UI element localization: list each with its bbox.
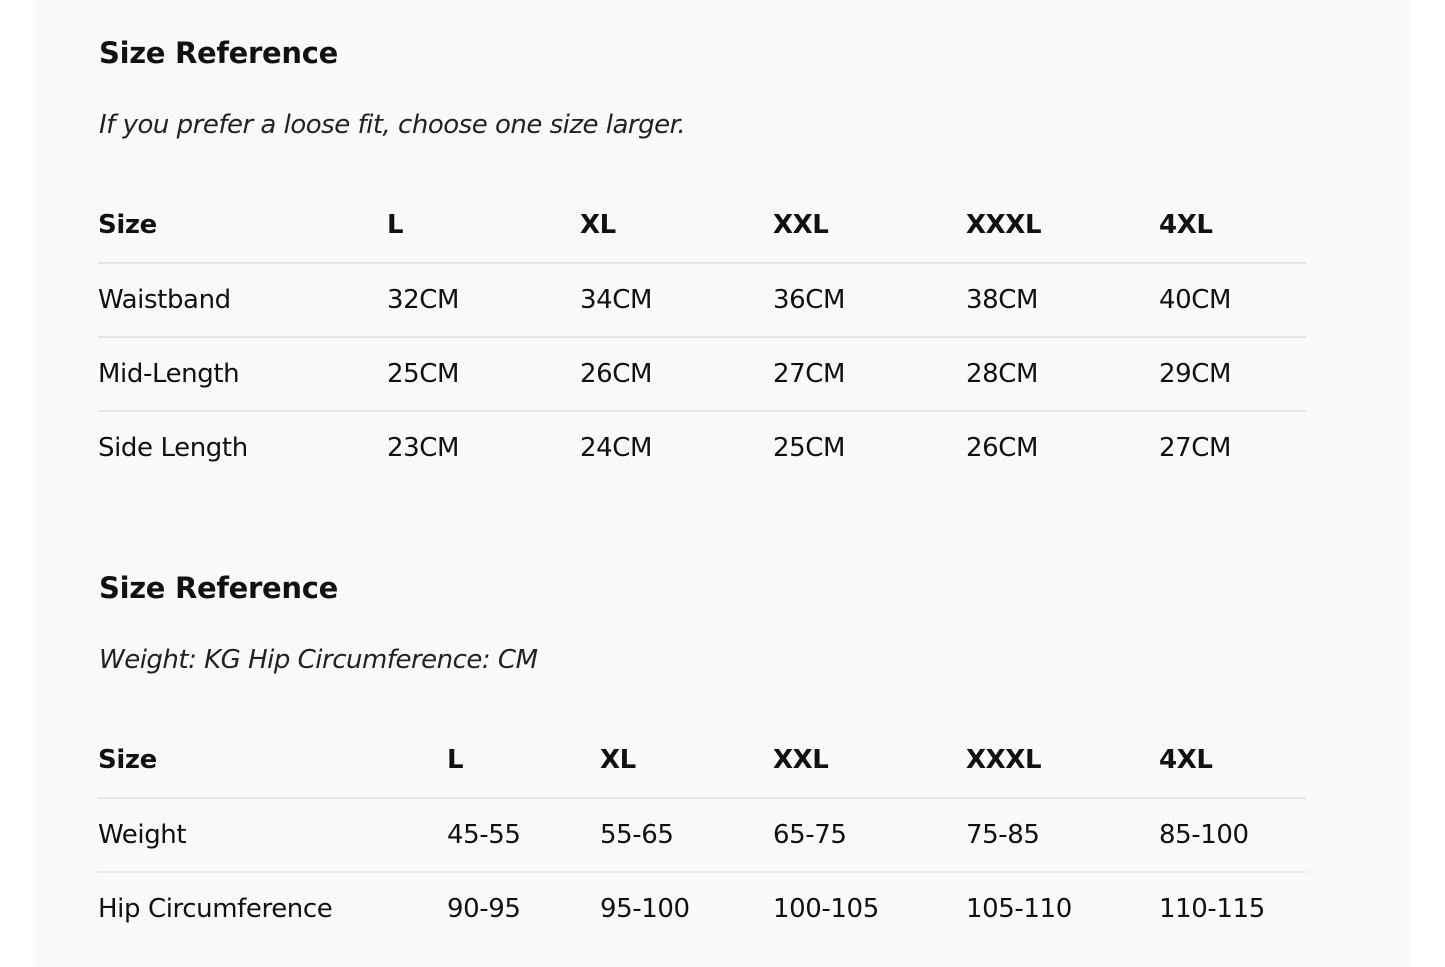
column-header: Size [98,188,387,264]
table-cell: 26CM [966,433,1039,463]
section-note: Weight: KG Hip Circumference: CM [99,645,538,675]
size-reference-section-2: Size Reference Weight: KG Hip Circumfere… [98,568,1306,924]
column-header: XXL [773,188,966,264]
column-header: 4XL [1159,188,1306,264]
section-title: Size Reference [99,36,339,70]
column-header: XXXL [966,188,1159,264]
table-header-row: Size L XL XXL XXXL 4XL [98,188,1306,264]
size-reference-section-1: Size Reference If you prefer a loose fit… [98,33,1306,463]
table-row: Mid-Length 25CM 26CM 27CM 28CM 29CM [98,337,1306,412]
table-cell: 100-105 [773,894,879,924]
column-header: L [387,188,580,264]
table-cell: 90-95 [447,894,521,924]
table-cell: 32CM [387,263,580,338]
table-cell: 23CM [387,433,460,463]
table-cell: 40CM [1159,263,1306,338]
table-cell: 38CM [966,263,1159,338]
table-cell: 25CM [387,337,580,412]
table-cell: 75-85 [966,798,1159,873]
table-cell: 110-115 [1159,894,1265,924]
table-row: Hip Circumference 90-95 95-100 100-105 105-1… [98,872,1306,945]
table-cell: 25CM [773,433,846,463]
row-label: Mid-Length [98,337,387,412]
table-row: Weight 45-55 55-65 65-75 75-85 85-100 [98,798,1306,873]
table-cell: 36CM [773,263,966,338]
table-cell: 45-55 [447,798,600,873]
column-header: XXL [773,723,966,799]
column-header: XL [580,188,773,264]
column-header: XXXL [966,723,1159,799]
size-table: Size L XL XXL XXXL 4XL Waistband 32CM 34CM 36CM 38… [98,188,1306,484]
row-label: Waistband [98,263,387,338]
size-table: Size L XL XXL XXXL 4XL Weight 45-55 55-65 65-75 75… [98,723,1306,945]
column-header: Size [98,723,447,799]
table-cell: 34CM [580,263,773,338]
column-header: L [447,723,600,799]
table-row: Waistband 32CM 34CM 36CM 38CM 40CM [98,263,1306,338]
table-cell: 26CM [580,337,773,412]
row-label: Hip Circumference [98,894,333,924]
table-cell: 27CM [773,337,966,412]
table-cell: 105-110 [966,894,1072,924]
table-row: Side Length 23CM 24CM 25CM 26CM 27CM [98,411,1306,484]
section-title: Size Reference [99,571,339,605]
row-label: Weight [98,798,447,873]
table-header-row: Size L XL XXL XXXL 4XL [98,723,1306,799]
table-cell: 65-75 [773,798,966,873]
table-cell: 95-100 [600,894,690,924]
row-label: Side Length [98,433,248,463]
table-cell: 55-65 [600,798,773,873]
column-header: XL [600,723,773,799]
table-cell: 85-100 [1159,798,1306,873]
section-note: If you prefer a loose fit, choose one si… [99,110,686,140]
table-cell: 29CM [1159,337,1306,412]
column-header: 4XL [1159,723,1306,799]
table-cell: 27CM [1159,433,1232,463]
table-cell: 24CM [580,433,653,463]
table-cell: 28CM [966,337,1159,412]
